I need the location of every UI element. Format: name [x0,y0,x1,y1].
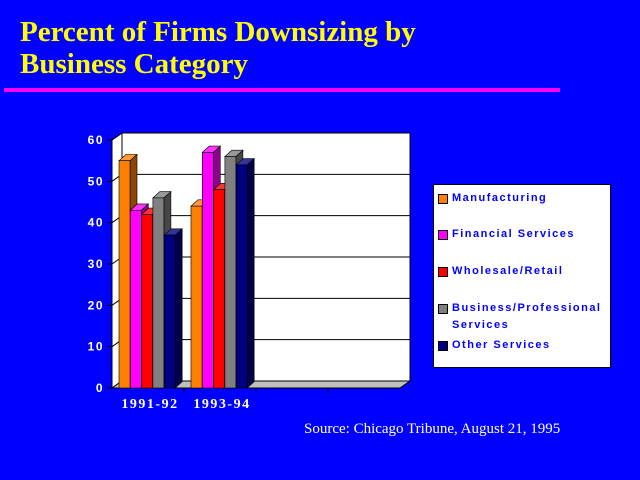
legend-label: Other Services [452,339,551,351]
y-tick-label: 0 [96,381,104,395]
bar [152,197,165,389]
legend-swatch-manufacturing [438,194,448,204]
legend-label: Wholesale/Retail [452,265,564,277]
bar [163,234,176,389]
legend-swatch-wholesale-retail [438,267,448,277]
y-tick-label: 50 [88,174,104,188]
bar [202,152,214,389]
y-tick-label: 40 [88,216,104,230]
bar [190,205,203,389]
legend-swatch-financial-services [438,230,448,240]
bar-side [174,228,183,389]
title-line-2: Business Category [20,48,248,80]
bar [141,214,153,389]
y-tick-label: 60 [88,133,104,147]
bar [224,156,237,389]
legend-item-manufacturing: Manufacturing [438,190,610,207]
bar [213,189,225,389]
x-tick-label: 1991-92 [121,397,178,412]
bar [118,160,131,389]
legend-swatch-business-professional-services [438,304,448,314]
y-tick-label: 10 [88,340,104,354]
title-underline [4,88,560,92]
bar [235,164,248,389]
chart-legend: Manufacturing Financial Services Wholesa… [433,184,611,368]
y-tick-label: 30 [88,257,104,271]
title-line-1: Percent of Firms Downsizing by [20,16,416,48]
legend-item-wholesale-retail: Wholesale/Retail [438,263,610,280]
legend-item-business-professional-services: Business/Professional Services [438,300,610,334]
y-tick-label: 20 [88,298,104,312]
legend-label: Business/Professional Services [452,302,602,331]
bar [130,209,142,389]
legend-item-financial-services: Financial Services [438,226,610,243]
x-tick-label: 1993-94 [193,397,250,412]
legend-item-other-services: Other Services [438,337,610,354]
gridline-side [111,132,123,141]
slide-title: Percent of Firms Downsizing by Business … [20,16,580,80]
bar-side [246,157,255,389]
legend-label: Financial Services [452,228,575,240]
legend-swatch-other-services [438,341,448,351]
legend-label: Manufacturing [452,192,548,204]
source-citation: Source: Chicago Tribune, August 21, 1995 [304,421,561,437]
